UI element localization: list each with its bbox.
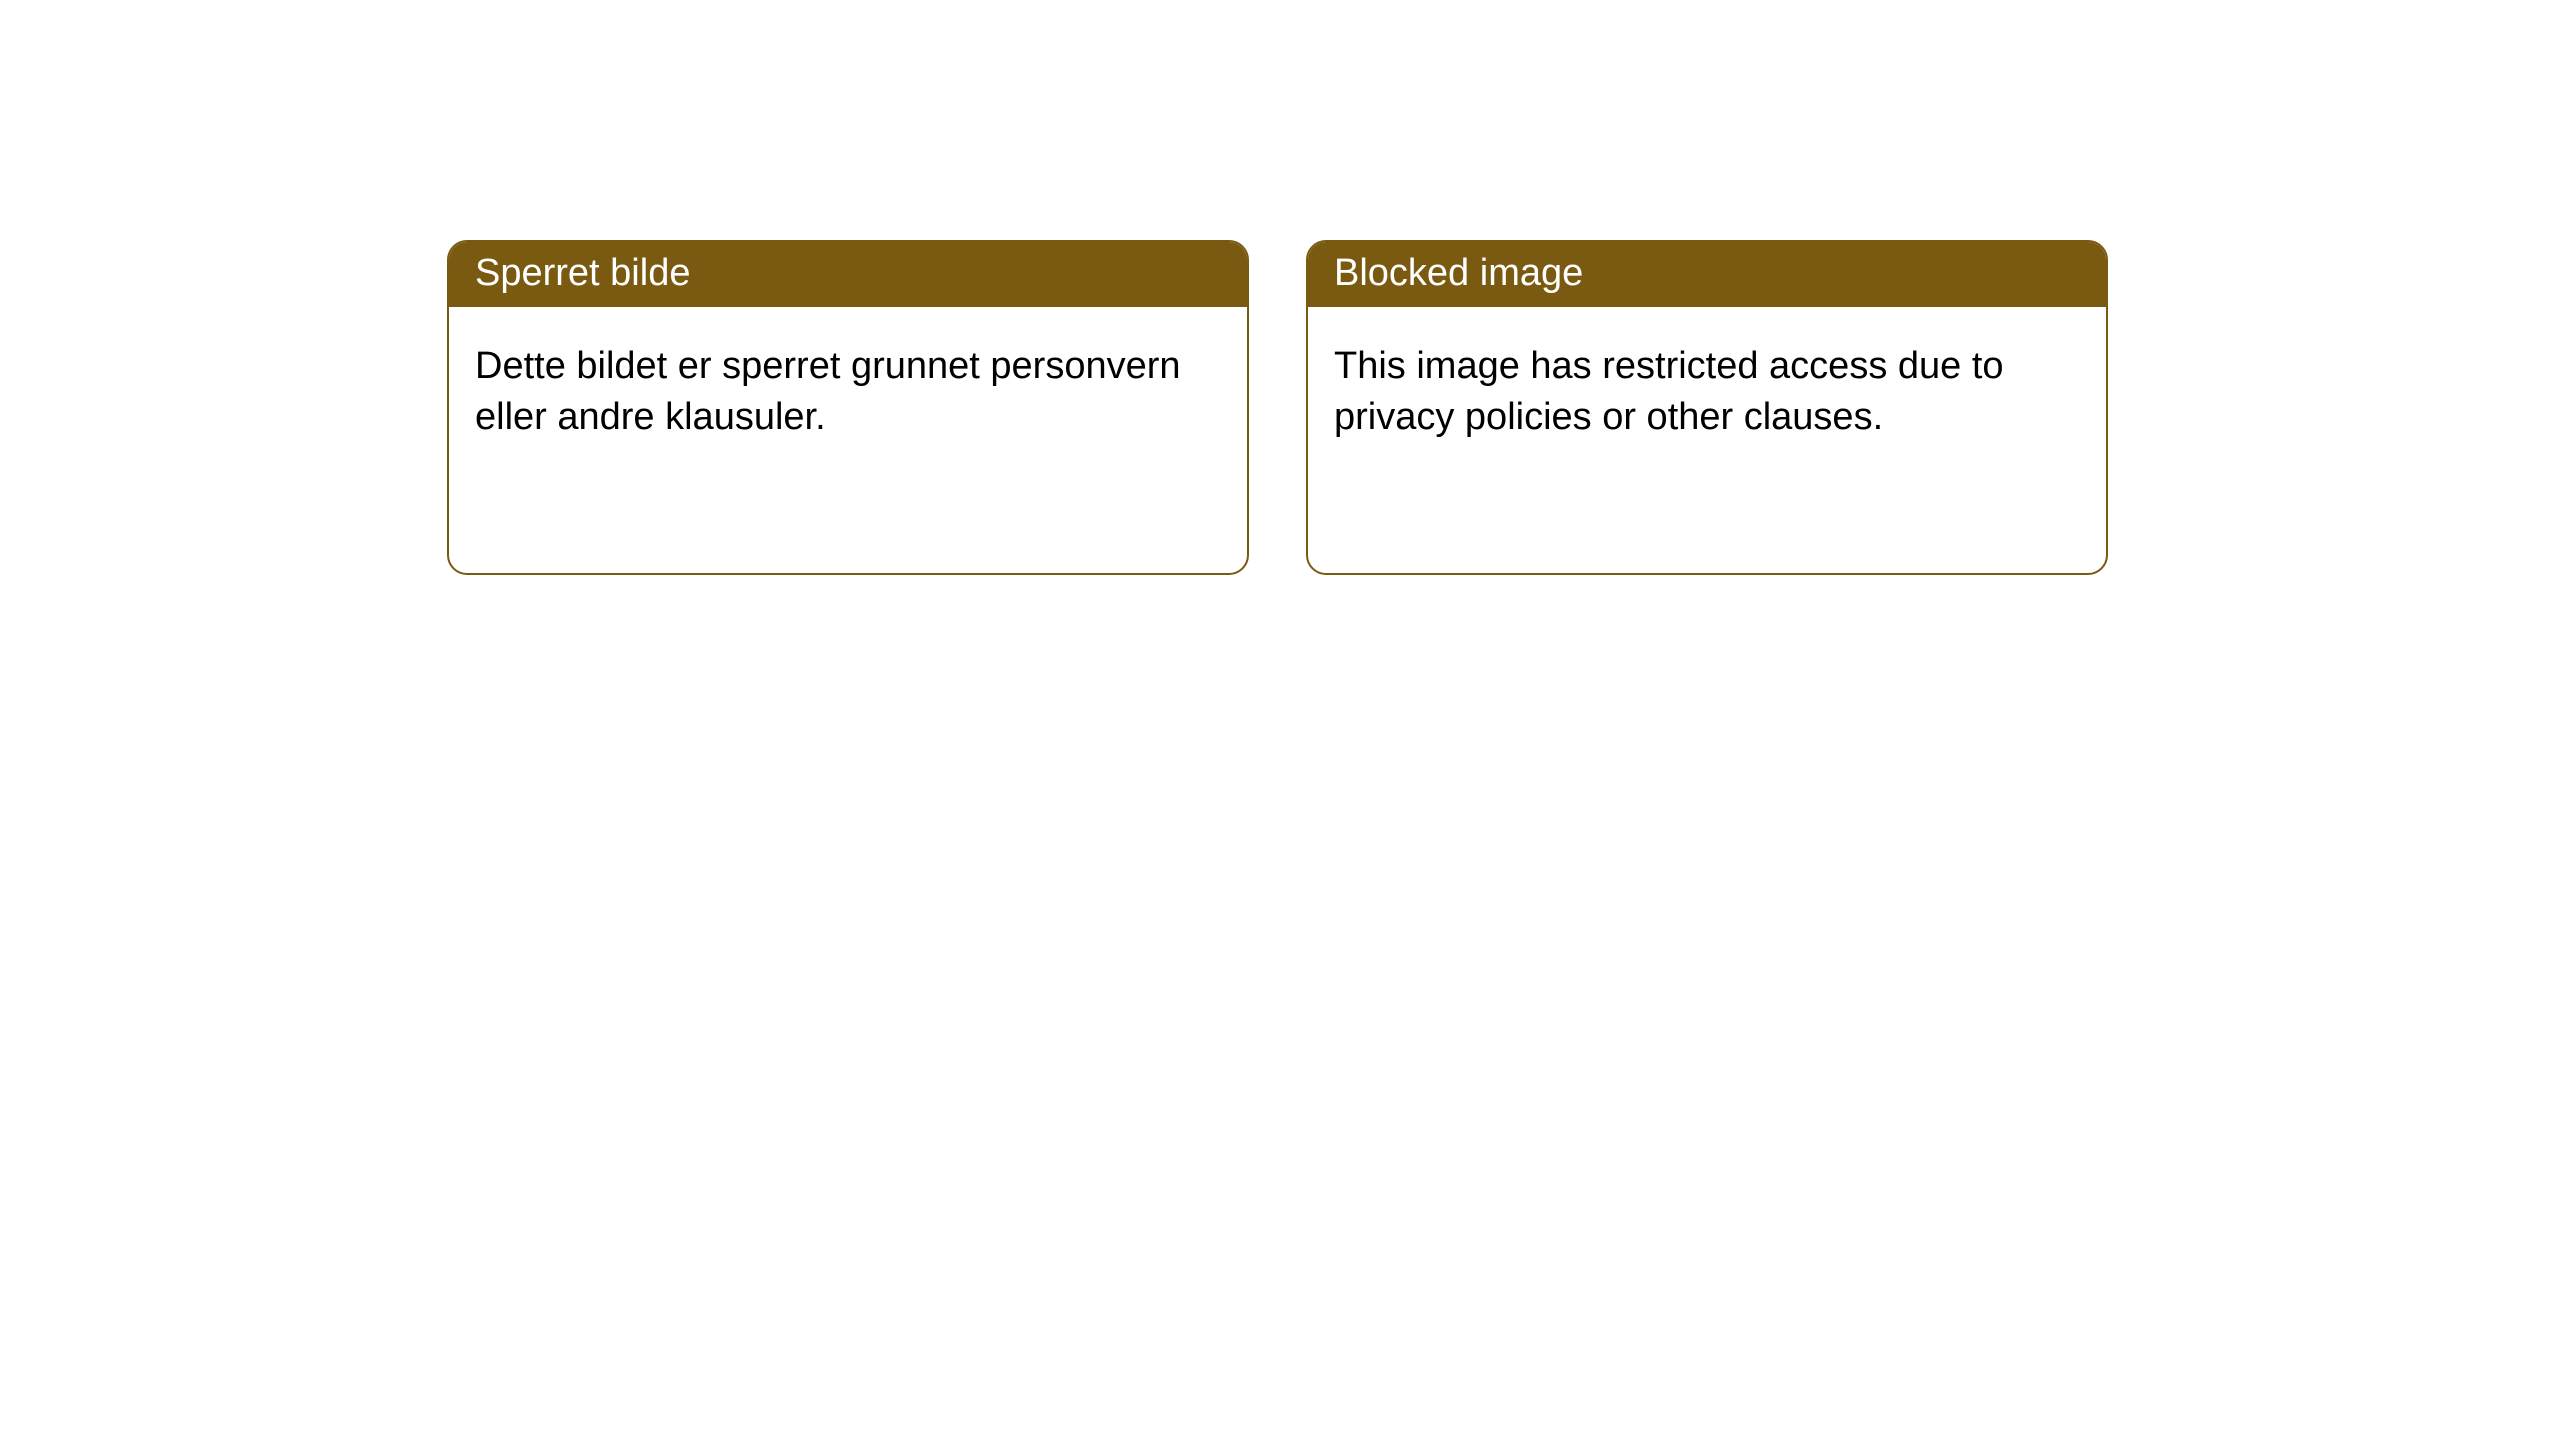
card-body: Dette bildet er sperret grunnet personve… <box>449 307 1247 478</box>
card-body: This image has restricted access due to … <box>1308 307 2106 478</box>
notice-card-norwegian: Sperret bilde Dette bildet er sperret gr… <box>447 240 1249 575</box>
card-body-text: This image has restricted access due to … <box>1334 345 2004 438</box>
notice-card-english: Blocked image This image has restricted … <box>1306 240 2108 575</box>
card-title: Blocked image <box>1334 252 1583 294</box>
notice-cards-container: Sperret bilde Dette bildet er sperret gr… <box>447 240 2108 575</box>
card-header: Blocked image <box>1308 242 2106 307</box>
card-header: Sperret bilde <box>449 242 1247 307</box>
card-title: Sperret bilde <box>475 252 690 294</box>
card-body-text: Dette bildet er sperret grunnet personve… <box>475 345 1181 438</box>
